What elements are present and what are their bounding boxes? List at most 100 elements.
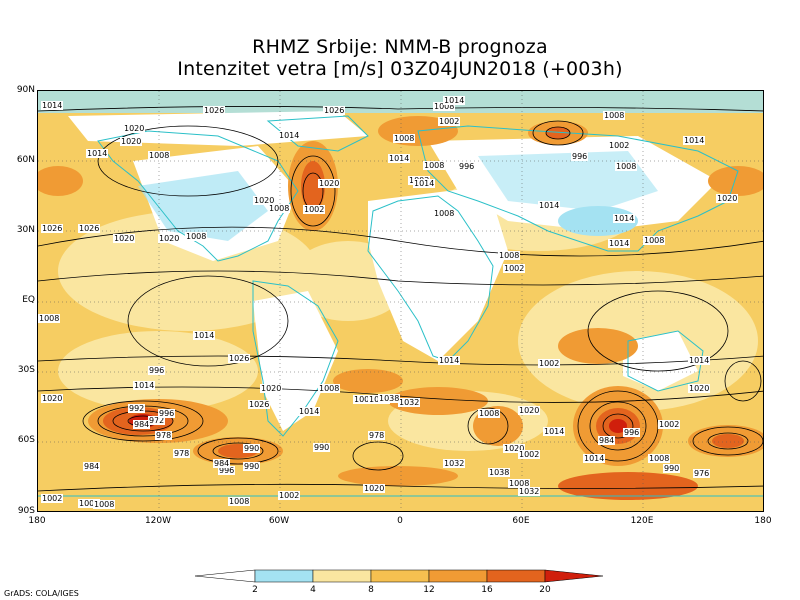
isobar-label-background (413, 179, 435, 188)
isobar-label: 996 (219, 466, 234, 475)
isobar-label: 1002 (519, 450, 539, 459)
isobar-label-background (353, 395, 375, 404)
isobar-label: 978 (156, 431, 171, 440)
isobar-label-background (716, 194, 738, 203)
isobar-label: 996 (149, 366, 164, 375)
map-subtitle: Intenzitet vetra [m/s] 03Z04JUN2018 (+00… (177, 58, 623, 80)
isobar-label: 1020 (124, 124, 144, 133)
isobar-label-background (41, 494, 63, 503)
isobar-label: 1014 (584, 454, 604, 463)
isobar-label-background (643, 236, 665, 245)
isobar-label: 1002 (279, 491, 299, 500)
isobar-label: 1014 (609, 239, 629, 248)
isobar-label-background (648, 454, 670, 463)
isobar-label: 984 (84, 462, 99, 471)
isobar-label: 1008 (509, 479, 529, 488)
isobar-label: 978 (174, 449, 189, 458)
isobar-label-background (603, 111, 625, 120)
isobar-label: 1008 (269, 204, 289, 213)
isobar-label: 1014 (87, 149, 107, 158)
isobar-label: 1002 (539, 359, 559, 368)
colorbar-segment-1 (254, 569, 314, 583)
isobar-label-background (228, 354, 250, 363)
isobar-label-background (128, 404, 145, 413)
isobar-label-background (113, 234, 135, 243)
isobar-label-background (378, 394, 400, 403)
colorbar-segment-0 (194, 569, 256, 583)
isobar-label-background (243, 444, 260, 453)
isobar-label-background (538, 359, 560, 368)
isobar-label: 1002 (504, 264, 524, 273)
isobar-label: 1008 (39, 314, 59, 323)
lon-label-180w: 180 (28, 516, 46, 526)
isobar-label-background (368, 431, 385, 440)
lon-label-0: 0 (397, 516, 403, 526)
isobar-label: 1020 (114, 234, 134, 243)
isobar-label-background (260, 384, 282, 393)
isobar-label-background (398, 398, 420, 407)
isobar-label-background (148, 416, 165, 425)
isobar-label-background (318, 179, 340, 188)
isobar-label-background (278, 491, 300, 500)
isobar-label-background (608, 239, 630, 248)
isobar-label-background (393, 134, 415, 143)
isobar-label-background (683, 136, 705, 145)
isobar-label: 1014 (194, 331, 214, 340)
isobar-label-background (323, 106, 345, 115)
isobar-label: 1014 (444, 96, 464, 105)
isobar-label: 1014 (414, 179, 434, 188)
isobar-label-background (443, 459, 465, 468)
lat-label-90n: 90N (16, 85, 35, 95)
lat-label-30n: 30N (16, 225, 35, 235)
isobar-label: 990 (664, 464, 679, 473)
lat-label-60n: 60N (16, 155, 35, 165)
colorbar-tick-2: 2 (252, 585, 258, 595)
colorbar-segment-3 (370, 569, 430, 583)
isobar-label-background (518, 450, 540, 459)
isobar-label-background (38, 314, 60, 323)
isobar-label-background (155, 431, 172, 440)
isobar-label: 1014 (544, 427, 564, 436)
colorbar-tick-12: 12 (423, 585, 435, 595)
isobar-label-background (503, 264, 525, 273)
isobar-label-background (433, 102, 455, 111)
map-title: RHMZ Srbije: NMM-B prognoza (252, 36, 548, 58)
isobar-label: 1008 (424, 161, 444, 170)
isobar-label: 1008 (149, 151, 169, 160)
isobar-label: 1014 (439, 356, 459, 365)
isobar-label-background (83, 462, 100, 471)
isobar-label: 1020 (254, 196, 274, 205)
isobar-label: 996 (624, 428, 639, 437)
isobar-label-background (538, 201, 560, 210)
isobar-label-background (623, 428, 640, 437)
isobar-label-background (248, 400, 270, 409)
isobar-label-background (313, 443, 330, 452)
isobar-label: 1014 (614, 214, 634, 223)
lon-label-120e: 120E (630, 516, 654, 526)
isobar-label-background (218, 466, 235, 475)
isobar-label-background (148, 366, 165, 375)
isobar-label: 1008 (604, 111, 624, 120)
isobar-label: 1002 (659, 420, 679, 429)
isobar-label-background (498, 251, 520, 260)
isobar-label-background (41, 101, 63, 110)
isobar-label-background (598, 436, 615, 445)
isobar-label: 978 (369, 431, 384, 440)
isobar-label: 1020 (689, 384, 709, 393)
isobar-label-background (443, 96, 465, 105)
isobar-label-background (228, 497, 250, 506)
isobar-label-background (133, 381, 155, 390)
isobar-label-background (41, 224, 63, 233)
isobar-label-background (571, 152, 588, 161)
isobar-label: 1020 (42, 394, 62, 403)
isobar-label: 1020 (159, 234, 179, 243)
lon-label-120w: 120W (144, 516, 172, 526)
isobar-label-background (268, 204, 290, 213)
isobar-label: 1026 (324, 106, 344, 115)
credit-text: GrADS: COLA/IGES (4, 589, 79, 598)
isobar-label: 1032 (444, 459, 464, 468)
isobar-label: 1026 (229, 354, 249, 363)
colorbar-tick-4: 4 (310, 585, 316, 595)
isobar-label: 1008 (499, 251, 519, 260)
isobar-labels: 1014 1026 1020 1026 1014 1008 1002 1008 1014 1008… (38, 96, 738, 509)
